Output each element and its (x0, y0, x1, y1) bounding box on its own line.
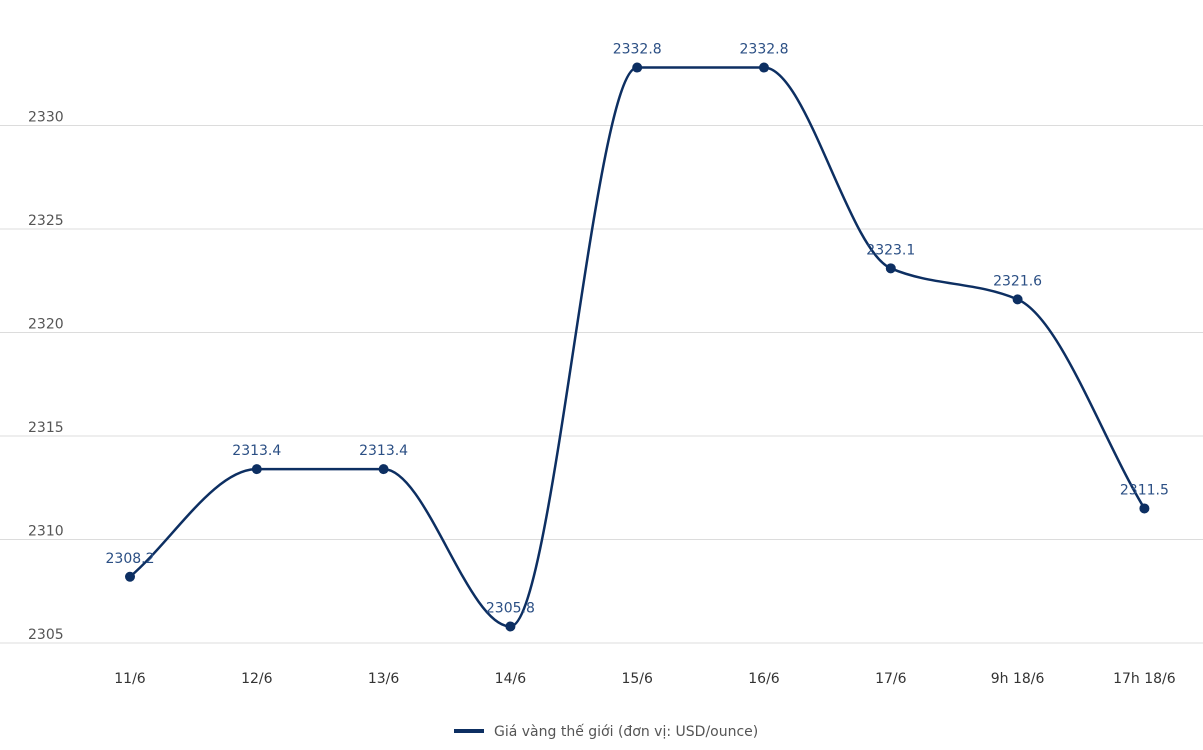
data-labels: 2308.2 2313.4 2313.4 2305.8 2332.8 2332.8 2323… (106, 42, 1169, 617)
x-tick-label: 17h 18/6 (1113, 671, 1176, 687)
data-label: 2313.4 (232, 443, 281, 459)
data-label: 2332.8 (740, 42, 789, 58)
y-tick-label: 2310 (28, 524, 64, 540)
y-tick-label: 2325 (28, 213, 64, 229)
x-tick-label: 14/6 (495, 671, 527, 687)
y-axis-ticks: 2305 2310 2315 2320 2325 2330 (28, 110, 64, 644)
data-label: 2332.8 (613, 42, 662, 58)
data-point (251, 464, 262, 475)
data-label: 2308.2 (106, 551, 155, 567)
gridlines (0, 125, 1203, 644)
x-axis-ticks: 11/6 12/6 13/6 14/6 15/6 16/6 17/6 9h 18/6 17h 1… (114, 671, 1176, 687)
legend: Giá vàng thế giới (đơn vị: USD/ounce) (454, 723, 758, 740)
data-label: 2305.8 (486, 600, 535, 616)
series-line (129, 66, 1146, 628)
y-tick-label: 2330 (28, 110, 64, 126)
legend-label: Giá vàng thế giới (đơn vị: USD/ounce) (494, 723, 758, 740)
data-label: 2313.4 (359, 443, 408, 459)
data-points (125, 62, 1150, 632)
data-point (505, 621, 516, 632)
data-point (759, 62, 769, 73)
y-tick-label: 2315 (28, 420, 64, 436)
x-tick-label: 9h 18/6 (991, 671, 1045, 687)
data-point (1139, 503, 1150, 514)
x-tick-label: 15/6 (621, 671, 653, 687)
data-point (378, 464, 389, 475)
x-tick-label: 12/6 (241, 671, 273, 687)
data-point (632, 62, 643, 73)
data-point (125, 571, 135, 582)
data-point (1012, 294, 1023, 305)
x-tick-label: 16/6 (748, 671, 780, 687)
x-tick-label: 17/6 (875, 671, 907, 687)
data-point (885, 263, 896, 274)
data-label: 2321.6 (993, 273, 1042, 289)
x-tick-label: 11/6 (114, 671, 146, 687)
y-tick-label: 2320 (28, 317, 64, 333)
data-label: 2311.5 (1120, 482, 1169, 498)
y-tick-label: 2305 (28, 627, 64, 643)
data-label: 2323.1 (866, 242, 915, 258)
x-tick-label: 13/6 (368, 671, 400, 687)
